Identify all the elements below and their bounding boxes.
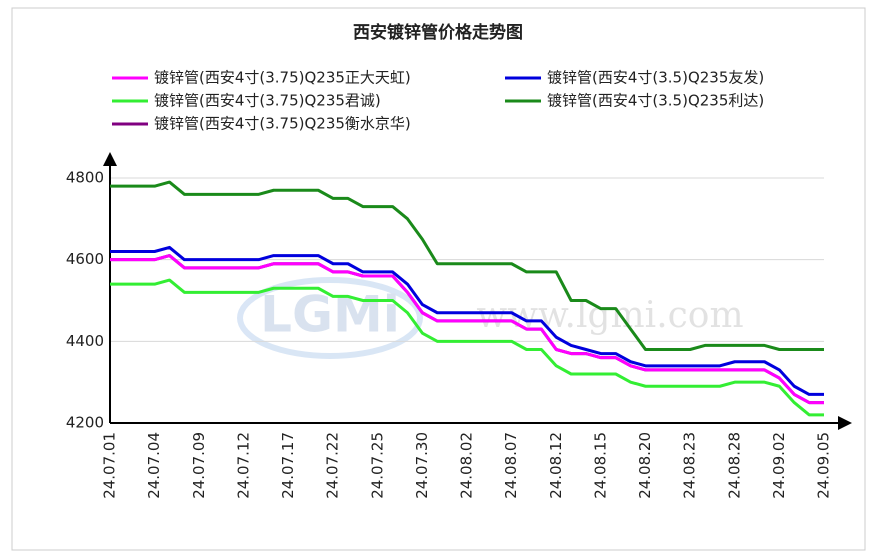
x-tick-label: 24.07.04 <box>145 432 163 499</box>
watermark: LGMi www.lgmi.com <box>237 277 744 359</box>
chart-title: 西安镀锌管价格走势图 <box>353 22 523 43</box>
y-tick-label: 4800 <box>66 169 104 187</box>
legend-label: 镀锌管(西安4寸(3.5)Q235利达) <box>547 92 764 110</box>
x-tick-label: 24.09.02 <box>770 432 788 499</box>
series-line <box>110 180 824 351</box>
legend-label: 镀锌管(西安4寸(3.75)Q235正大天虹) <box>154 69 411 87</box>
y-tick-label: 4400 <box>66 332 104 350</box>
y-axis-arrow <box>103 152 117 166</box>
x-tick-label: 24.08.12 <box>547 432 565 499</box>
x-tick-label: 24.08.20 <box>636 432 654 499</box>
x-tick-label: 24.08.02 <box>458 432 476 499</box>
x-tick-label: 24.07.22 <box>324 432 342 499</box>
watermark-url: www.lgmi.com <box>476 295 743 336</box>
x-tick-label: 24.07.25 <box>368 432 386 499</box>
x-tick-label: 24.08.07 <box>502 432 520 499</box>
y-tick-label: 4600 <box>66 250 104 268</box>
legend-label: 镀锌管(西安4寸(3.75)Q235衡水京华) <box>154 115 411 133</box>
series-line <box>110 278 824 417</box>
x-tick-label: 24.08.15 <box>591 432 609 499</box>
x-tick-label: 24.07.30 <box>413 432 431 499</box>
x-tick-label: 24.09.05 <box>815 432 833 499</box>
series-line <box>110 254 824 405</box>
x-tick-label: 24.08.23 <box>681 432 699 499</box>
x-tick-label: 24.07.12 <box>234 432 252 499</box>
x-axis-arrow <box>838 416 852 430</box>
x-tick-label: 24.07.01 <box>101 432 119 499</box>
x-tick-label: 24.07.09 <box>190 432 208 499</box>
frame <box>11 7 866 551</box>
legend-label: 镀锌管(西安4寸(3.5)Q235友发) <box>547 69 764 87</box>
legend-label: 镀锌管(西安4寸(3.75)Q235君诚) <box>154 92 381 110</box>
x-tick-label: 24.08.28 <box>725 432 743 499</box>
y-tick-label: 4200 <box>66 414 104 432</box>
series-line <box>110 245 824 396</box>
x-tick-label: 24.07.17 <box>279 432 297 499</box>
